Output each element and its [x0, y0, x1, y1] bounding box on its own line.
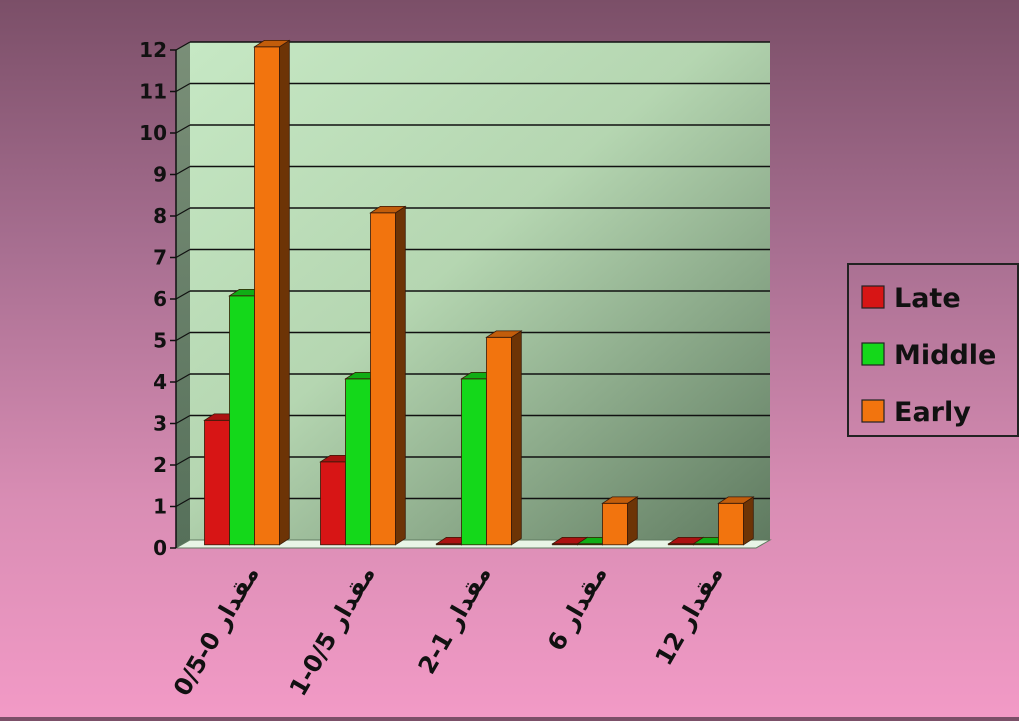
y-tick-label: 11 [139, 80, 167, 104]
y-tick-label: 8 [153, 204, 167, 228]
x-tick-label: مقدار 6 [542, 561, 613, 656]
y-tick-label: 7 [153, 246, 167, 270]
legend-swatch [861, 285, 885, 309]
gridline-side [175, 456, 191, 466]
bar-early-2 [485, 330, 523, 546]
y-tick-label: 9 [153, 163, 167, 187]
gridline-side [175, 82, 191, 93]
gridline-side [175, 207, 191, 217]
x-tick-label: مقدار 12 [650, 561, 729, 670]
gridline-side [175, 373, 191, 383]
legend-item-early: Early [861, 397, 971, 428]
y-tick-label: 5 [153, 329, 167, 353]
x-tick-label: مقدار 0-0/5 [168, 561, 265, 701]
gridline-side [175, 331, 191, 342]
gridline-side [175, 165, 191, 176]
gridline-side [175, 414, 191, 425]
y-tick-label: 6 [153, 287, 167, 311]
x-tick-label: مقدار 0/5-1 [284, 561, 381, 701]
y-tick-label: 1 [153, 495, 167, 519]
gridline-side [175, 124, 191, 134]
legend-swatch [861, 342, 885, 366]
y-tick-label: 4 [153, 370, 167, 394]
bar-early-3 [601, 496, 639, 546]
x-tick-label: مقدار 1-2 [413, 561, 497, 679]
bar-early-0 [253, 39, 291, 546]
legend-label: Middle [894, 340, 996, 371]
legend-label: Early [894, 397, 971, 428]
y-tick-label: 0 [153, 536, 167, 560]
legend-item-middle: Middle [861, 340, 996, 371]
legend-label: Late [894, 283, 961, 314]
gridline-side [175, 248, 191, 259]
legend-item-late: Late [861, 283, 961, 314]
legend-box [847, 263, 1019, 437]
y-tick-label: 2 [153, 453, 167, 477]
legend: Late Middle Early [847, 263, 1019, 437]
y-tick-label: 10 [139, 121, 167, 145]
bar-early-1 [369, 205, 407, 546]
legend-swatch [861, 399, 885, 423]
bars [203, 39, 755, 546]
y-tick-label: 3 [153, 412, 167, 436]
y-tick-label: 12 [139, 38, 167, 62]
gridline-side [175, 41, 191, 51]
gridline-side [175, 497, 191, 508]
gridline-side [175, 290, 191, 300]
bar-early-4 [717, 496, 755, 546]
